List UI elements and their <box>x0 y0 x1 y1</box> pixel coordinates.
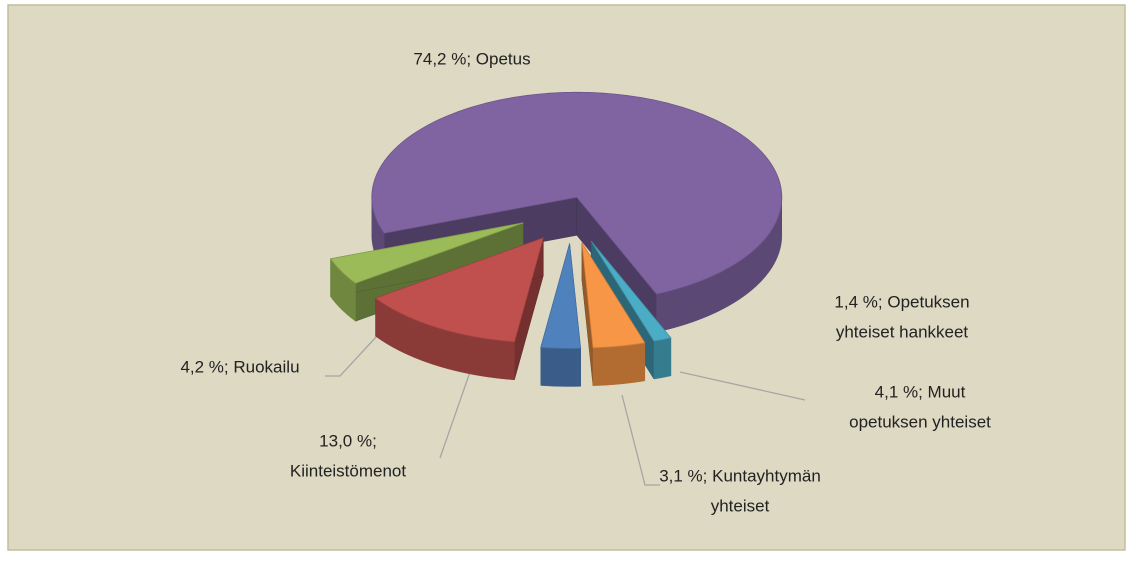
data-label: 74,2 %; Opetus <box>413 49 530 68</box>
slice <box>329 222 524 284</box>
data-label: 4,2 %; Ruokailu <box>180 357 299 376</box>
slice <box>590 240 672 342</box>
leader-line <box>679 371 806 401</box>
slice <box>581 242 646 349</box>
leader-line <box>439 371 471 459</box>
slice <box>540 243 582 349</box>
data-label: 13,0 %; <box>319 431 377 450</box>
slice <box>374 237 544 343</box>
slice-wall <box>540 347 581 387</box>
slice <box>371 91 783 295</box>
leader-line <box>621 394 660 486</box>
data-label: 4,1 %; Muut <box>875 382 966 401</box>
data-label: 3,1 %; Kuntayhtymän <box>659 466 821 485</box>
data-label: yhteiset hankkeet <box>836 322 969 341</box>
data-label: yhteiset <box>711 496 770 515</box>
pie <box>329 91 783 387</box>
slice-wall <box>653 337 672 380</box>
leader-line <box>325 321 391 377</box>
data-label: opetuksen yhteiset <box>849 412 991 431</box>
labels: 74,2 %; Opetus 1,4 %; Opetuksen yhteiset h… <box>180 49 991 515</box>
slice-wall <box>592 342 646 386</box>
data-label: Kiinteistömenot <box>290 461 407 480</box>
data-label: 1,4 %; Opetuksen <box>834 292 969 311</box>
